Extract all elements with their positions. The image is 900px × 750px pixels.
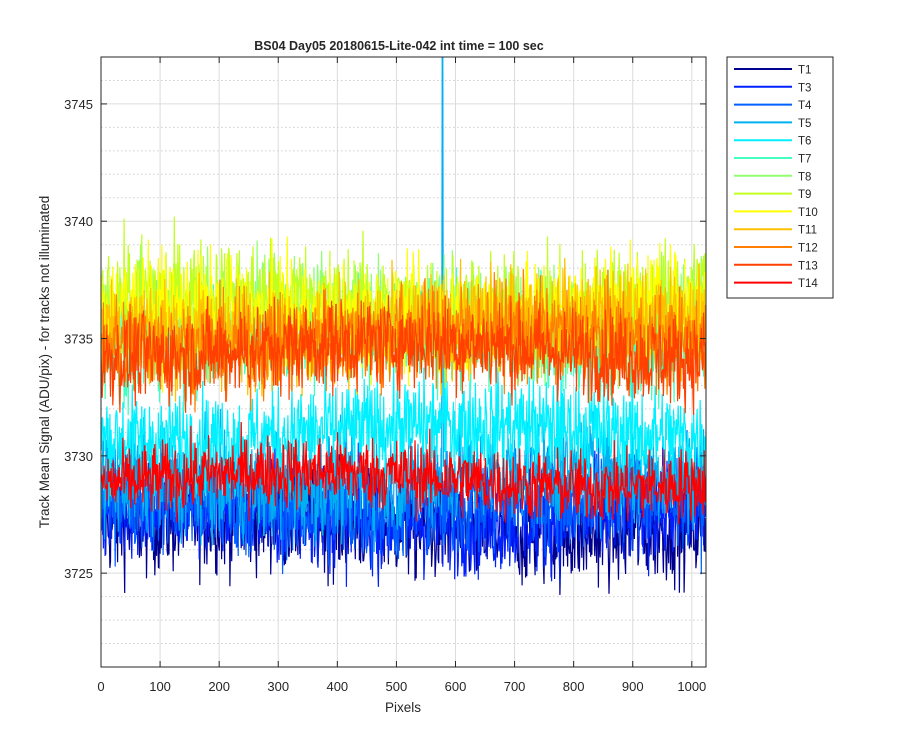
axis-ticks: 0 100 200 300 400 500 600 700 800 900 1000 3725 3730… [64, 57, 706, 694]
x-tick-label: 1000 [677, 679, 706, 694]
legend-label-t9: T9 [798, 189, 811, 201]
data-series-group [101, 57, 706, 596]
x-tick-label: 800 [563, 679, 585, 694]
legend-label-t3: T3 [798, 82, 811, 94]
x-tick-label: 700 [504, 679, 526, 694]
legend-label-t8: T8 [798, 171, 811, 183]
series-line-t13 [101, 289, 706, 415]
y-tick-label: 3745 [64, 97, 93, 112]
x-axis-label: Pixels [385, 700, 421, 715]
legend-label-t4: T4 [798, 100, 812, 112]
y-tick-label: 3740 [64, 214, 93, 229]
legend-label-t12: T12 [798, 243, 818, 255]
legend-label-t10: T10 [798, 207, 818, 219]
y-tick-label: 3725 [64, 566, 93, 581]
chart-title: BS04 Day05 20180615-Lite-042 int time = … [254, 39, 543, 53]
x-tick-label: 300 [267, 679, 289, 694]
series-line-t4 [101, 421, 706, 575]
x-tick-label: 200 [208, 679, 230, 694]
x-tick-label: 100 [149, 679, 171, 694]
legend-label-t5: T5 [798, 118, 811, 130]
x-tick-label: 500 [386, 679, 408, 694]
legend-label-t11: T11 [798, 225, 817, 237]
legend-label-t7: T7 [798, 154, 811, 166]
legend-box [726, 56, 834, 299]
series-line-t14 [101, 421, 706, 525]
legend-label-t13: T13 [798, 260, 818, 272]
y-axis-label: Track Mean Signal (ADU/pix) - for tracks… [37, 196, 52, 529]
y-tick-label: 3730 [64, 449, 93, 464]
legend-label-t6: T6 [798, 136, 811, 148]
legend-label-t14: T14 [798, 278, 818, 290]
x-tick-label: 900 [622, 679, 644, 694]
x-tick-label: 0 [97, 679, 104, 694]
y-tick-label: 3735 [64, 332, 93, 347]
legend: T1 T3 T4 T5 T6 T7 T8 T9 T10 T11 T12 T13 T14 [726, 56, 834, 299]
plot-frame [100, 56, 707, 668]
x-tick-label: 400 [326, 679, 348, 694]
legend-label-t1: T1 [798, 65, 811, 77]
x-tick-label: 600 [445, 679, 467, 694]
